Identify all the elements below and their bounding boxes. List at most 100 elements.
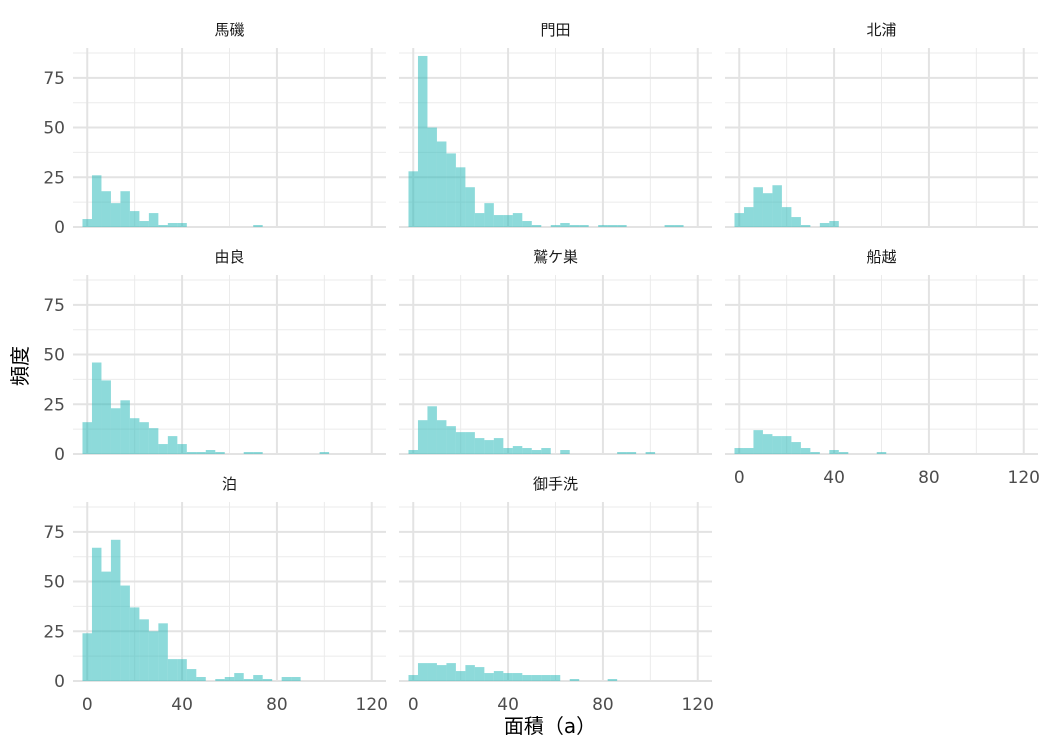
histogram-bar xyxy=(215,452,225,454)
histogram-bar xyxy=(167,223,178,227)
histogram-bar xyxy=(762,434,773,454)
histogram-bar xyxy=(205,450,216,454)
histogram-bar xyxy=(243,452,254,454)
histogram-bar xyxy=(215,679,225,681)
histogram-bar xyxy=(791,442,801,454)
y-tick-label: 50 xyxy=(43,119,65,139)
y-tick-label: 25 xyxy=(43,395,65,415)
histogram-bar xyxy=(129,211,140,227)
histogram-bar xyxy=(148,213,159,227)
histogram-bar xyxy=(503,673,513,681)
facet-panel: 由良 0 25 50 75 xyxy=(43,248,386,465)
y-tick-label: 75 xyxy=(43,523,65,543)
histogram-bar xyxy=(186,452,197,454)
histogram-bar xyxy=(139,422,149,454)
facet-title: 馬磯 xyxy=(214,21,244,39)
histogram-bar xyxy=(493,671,504,681)
histogram-bar xyxy=(148,428,159,454)
histogram-bar xyxy=(427,127,437,227)
histogram-bar xyxy=(743,207,754,227)
histogram-bar xyxy=(734,448,744,454)
histogram-bar xyxy=(139,619,149,681)
histogram-bar xyxy=(829,221,839,227)
histogram-bar xyxy=(243,679,254,681)
histogram-bar xyxy=(531,225,542,227)
histogram-bar xyxy=(234,673,244,681)
histogram-bar xyxy=(522,448,532,454)
x-tick-label: 40 xyxy=(823,468,845,488)
histogram-bar xyxy=(101,380,111,454)
x-tick-label: 40 xyxy=(497,695,519,715)
histogram-bar xyxy=(177,659,187,681)
histogram-bar xyxy=(617,452,627,454)
y-tick-label: 50 xyxy=(43,346,65,366)
histogram-bar xyxy=(82,633,92,681)
histogram-bar xyxy=(91,175,102,227)
histogram-bar xyxy=(876,452,887,454)
histogram-bar xyxy=(436,665,447,681)
histogram-bar xyxy=(224,677,235,681)
histogram-bar xyxy=(427,406,437,454)
histogram-bar xyxy=(781,436,792,454)
histogram-bar xyxy=(800,225,811,227)
histogram-bar xyxy=(120,585,130,681)
histogram-bar xyxy=(522,675,532,681)
histogram-bar xyxy=(446,663,456,681)
histogram-bar xyxy=(800,448,811,454)
histogram-bar xyxy=(408,450,418,454)
facet-panel: 馬磯 0 25 50 75 xyxy=(43,21,386,238)
histogram-bar xyxy=(91,362,102,454)
histogram-bar xyxy=(810,452,820,454)
histogram-bar xyxy=(753,430,763,454)
histogram-bar xyxy=(82,422,92,454)
histogram-bar xyxy=(607,679,618,681)
histogram-bar xyxy=(674,225,684,227)
x-tick-label: 120 xyxy=(356,695,388,715)
facet-panel: 北浦 xyxy=(725,21,1038,228)
histogram-bar xyxy=(281,677,292,681)
histogram-bar xyxy=(262,679,273,681)
facet-title: 北浦 xyxy=(866,21,896,39)
histogram-bar xyxy=(531,450,542,454)
histogram-bar xyxy=(158,444,168,454)
facet-panel: 御手洗 0 40 80 120 xyxy=(399,475,714,715)
histogram-bar xyxy=(319,452,330,454)
histogram-bar xyxy=(455,432,466,454)
x-tick-label: 0 xyxy=(82,695,93,715)
histogram-bar xyxy=(734,213,744,227)
y-tick-label: 75 xyxy=(43,69,65,89)
histogram-bar xyxy=(408,171,418,227)
histogram-bar xyxy=(291,677,301,681)
histogram-bar xyxy=(129,418,140,454)
facet-panel: 泊 0 25 50 75 0 40 80 120 xyxy=(43,475,388,715)
histogram-bar xyxy=(743,448,754,454)
histogram-bar xyxy=(493,215,504,227)
histogram-bar xyxy=(569,225,580,227)
histogram-bar xyxy=(177,444,187,454)
facet-title: 鷲ケ巣 xyxy=(533,248,578,266)
histogram-bar xyxy=(120,400,130,454)
x-tick-label: 120 xyxy=(682,695,714,715)
histogram-bar xyxy=(253,675,263,681)
histogram-bar xyxy=(139,221,149,227)
histogram-bar xyxy=(753,187,763,227)
histogram-bar xyxy=(253,452,263,454)
histogram-bar xyxy=(120,191,130,227)
y-tick-label: 50 xyxy=(43,573,65,593)
histogram-bar xyxy=(484,440,494,454)
histogram-bar xyxy=(177,223,187,227)
histogram-bar xyxy=(579,225,589,227)
histogram-bar xyxy=(167,436,178,454)
histogram-bar xyxy=(158,225,168,227)
x-tick-label: 40 xyxy=(171,695,193,715)
y-tick-label: 0 xyxy=(54,672,65,692)
histogram-bar xyxy=(148,631,159,681)
histogram-bar xyxy=(110,539,121,681)
y-axis-title: 頻度 xyxy=(8,346,32,386)
x-tick-label: 80 xyxy=(918,468,940,488)
histogram-bar xyxy=(617,225,627,227)
histogram-bar xyxy=(474,438,485,454)
histogram-bar xyxy=(196,452,206,454)
histogram-bar xyxy=(522,221,532,227)
histogram-bar xyxy=(493,438,504,454)
